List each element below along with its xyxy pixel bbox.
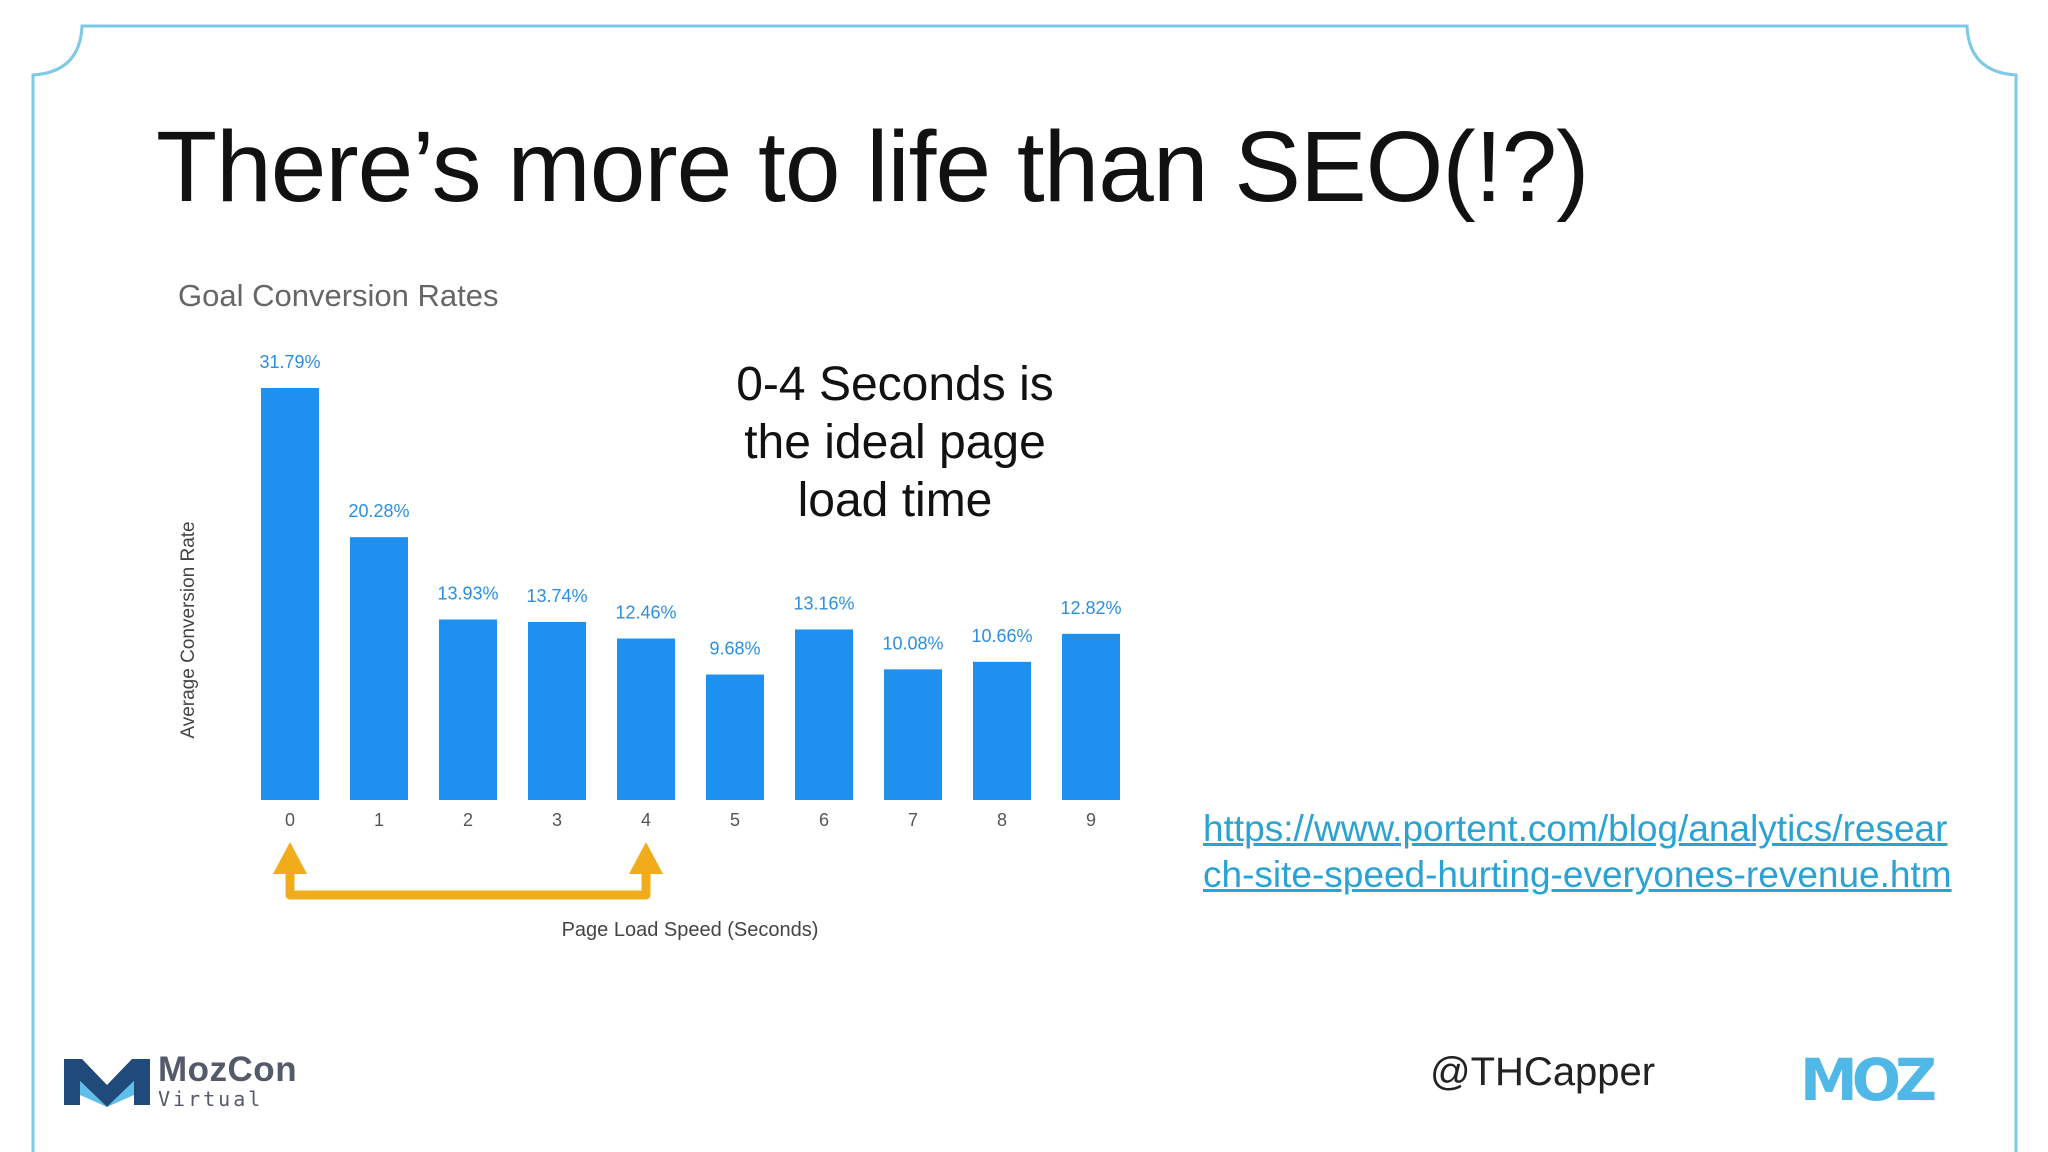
twitter-handle: @THCapper [1430,1050,1656,1094]
range-annotation [273,842,663,900]
chart-title: Goal Conversion Rates [178,278,499,313]
data-label-9: 12.82% [1060,598,1121,618]
x-tick-5: 5 [730,810,740,830]
bar-4 [617,638,675,800]
x-tick-1: 1 [374,810,384,830]
mozcon-name: MozCon [158,1050,298,1089]
x-tick-0: 0 [285,810,295,830]
mozcon-wordmark: MozCon Virtual [158,1050,298,1111]
slide-title: There’s more to life than SEO(!?) [156,111,1589,223]
bar-3 [528,621,586,800]
bar-7 [884,669,942,800]
x-tick-7: 7 [908,810,918,830]
bar-0 [261,388,319,800]
bars-group: 31.79% 0 20.28% 1 13.93% 2 13.74% 3 12.46% 4 9.68%… [259,352,1121,830]
bar-chart: Average Conversion Rate 31.79% 0 20.28% 1 13… [178,352,1122,941]
bar-9 [1062,633,1120,800]
bar-1 [350,537,408,800]
mozcon-logo-icon [64,1059,150,1107]
x-axis-label: Page Load Speed (Seconds) [562,919,819,941]
bar-6 [795,629,853,800]
moz-logo: MOZ [1800,1046,1937,1114]
range-arrow-head-end [629,842,663,874]
mozcon-subtitle: Virtual [158,1087,264,1111]
x-tick-2: 2 [463,810,473,830]
x-tick-6: 6 [819,810,829,830]
data-label-5: 9.68% [709,639,760,659]
y-axis-label: Average Conversion Rate [178,521,199,738]
data-label-0: 31.79% [259,352,320,372]
x-tick-4: 4 [641,810,651,830]
data-label-2: 13.93% [437,583,498,603]
bar-2 [439,619,497,800]
callout-text: 0-4 Seconds is the ideal page load time [736,358,1054,527]
bar-5 [706,674,764,800]
x-tick-8: 8 [997,810,1007,830]
data-label-6: 13.16% [793,593,854,613]
range-arrow-line [285,868,651,900]
x-tick-9: 9 [1086,810,1096,830]
data-label-8: 10.66% [971,626,1032,646]
data-label-3: 13.74% [526,586,587,606]
data-label-7: 10.08% [882,633,943,653]
x-tick-3: 3 [552,810,562,830]
source-link[interactable]: https://www.portent.com/blog/analytics/r… [1203,808,1952,895]
bar-8 [973,661,1031,800]
data-label-4: 12.46% [615,603,676,623]
range-arrow-head-start [273,842,307,874]
data-label-1: 20.28% [348,501,409,521]
